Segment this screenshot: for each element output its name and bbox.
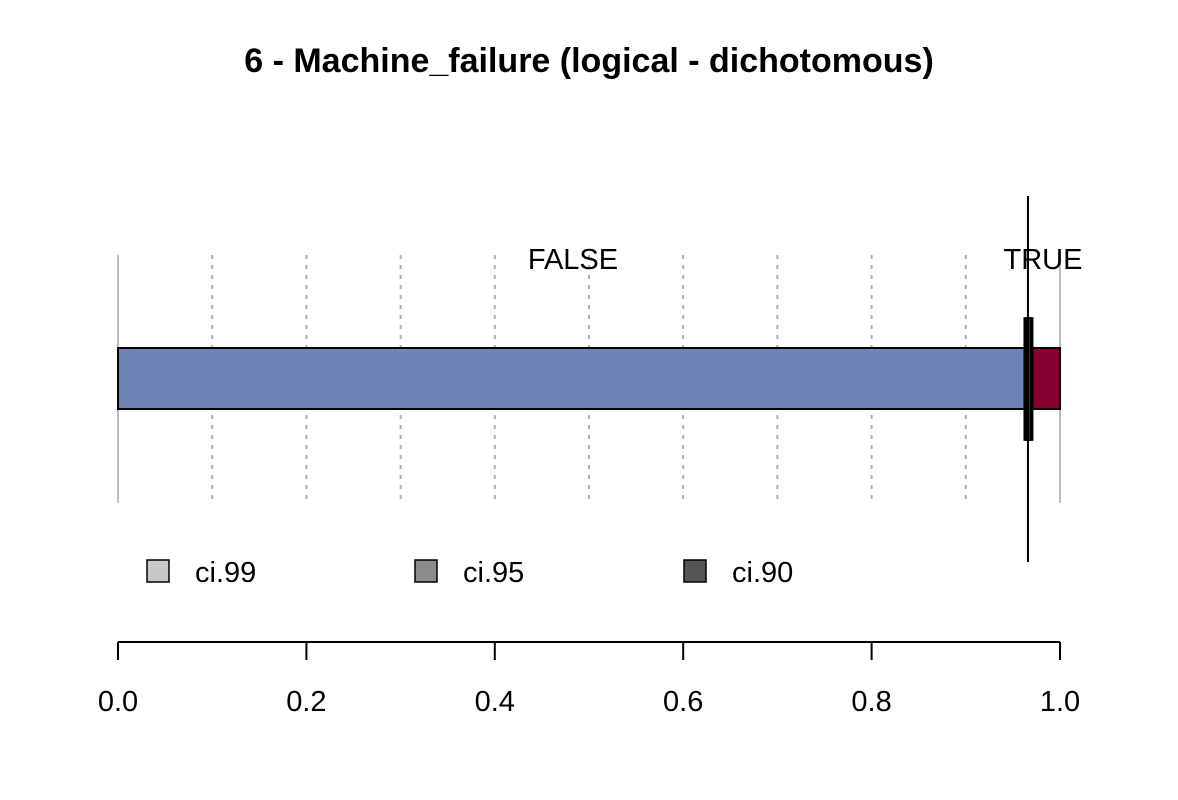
bars-layer (117, 347, 1062, 410)
x-tick-label-5: 1.0 (1040, 686, 1080, 718)
legend-swatch-1 (414, 559, 438, 583)
legend-label-0: ci.99 (195, 557, 256, 589)
category-label-true: TRUE (1004, 244, 1083, 276)
ci-marker-layer (1023, 196, 1034, 562)
legend-swatch-0 (146, 559, 170, 583)
x-tick-label-1: 0.2 (286, 686, 326, 718)
x-tick-label-2: 0.4 (475, 686, 515, 718)
legend-swatch-2 (683, 559, 707, 583)
category-label-false: FALSE (528, 244, 618, 276)
legend-label-1: ci.95 (463, 557, 524, 589)
x-axis: 0.0 0.2 0.4 0.6 0.8 1.0 (98, 641, 1080, 718)
legend: ci.99 ci.95 ci.90 (146, 557, 793, 589)
x-tick-label-3: 0.6 (663, 686, 703, 718)
x-tick-label-0: 0.0 (98, 686, 138, 718)
category-labels: FALSE TRUE (528, 244, 1083, 276)
legend-label-2: ci.90 (732, 557, 793, 589)
x-tick-label-4: 0.8 (851, 686, 891, 718)
bar-false (117, 347, 1029, 410)
chart-title: 6 - Machine_failure (logical - dichotomo… (244, 42, 934, 80)
